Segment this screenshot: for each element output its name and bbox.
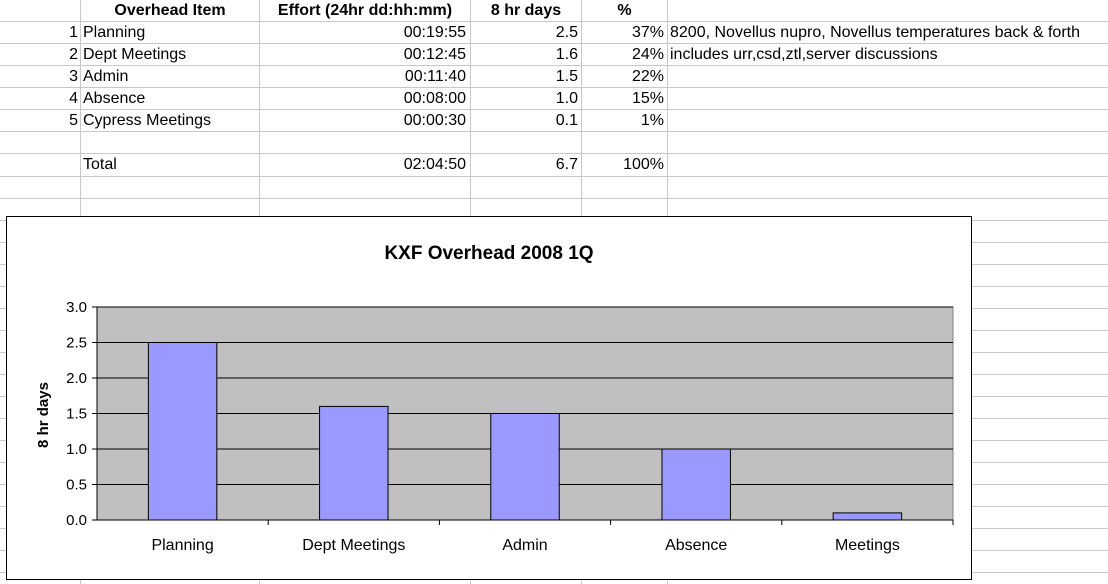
- cell-effort[interactable]: 00:19:55: [403, 24, 466, 41]
- y-tick-label: 2.5: [66, 335, 87, 352]
- row-number[interactable]: 5: [69, 112, 78, 129]
- cell-item[interactable]: Admin: [83, 68, 129, 85]
- cell-effort[interactable]: 00:08:00: [403, 90, 466, 107]
- x-category-label: Dept Meetings: [302, 537, 405, 554]
- header-percent[interactable]: %: [617, 2, 632, 19]
- grid-row-line: [0, 109, 1108, 110]
- cell-days[interactable]: 1.0: [555, 90, 578, 107]
- total-days[interactable]: 6.7: [555, 156, 578, 173]
- y-tick-label: 1.5: [66, 406, 87, 423]
- x-category-label: Meetings: [835, 537, 900, 554]
- grid-row-line: [0, 198, 1108, 199]
- cell-note[interactable]: 8200, Novellus nupro, Novellus temperatu…: [670, 24, 1080, 41]
- cell-effort[interactable]: 00:11:40: [404, 68, 466, 85]
- grid-row-line: [0, 21, 1108, 22]
- cell-percent[interactable]: 15%: [631, 90, 664, 107]
- cell-days[interactable]: 0.1: [555, 112, 578, 129]
- cell-days[interactable]: 1.5: [555, 68, 578, 85]
- y-axis-label: 8 hr days: [35, 382, 52, 448]
- cell-percent[interactable]: 37%: [631, 24, 664, 41]
- cell-effort[interactable]: 00:12:45: [403, 46, 466, 63]
- cell-days[interactable]: 2.5: [555, 24, 578, 41]
- y-tick-label: 0.0: [66, 512, 87, 529]
- cell-note[interactable]: includes urr,csd,ztl,server discussions: [670, 46, 938, 63]
- bar-dept-meetings: [319, 405, 389, 521]
- row-number[interactable]: 1: [69, 24, 78, 41]
- y-tick-label: 1.0: [66, 441, 87, 458]
- cell-percent[interactable]: 1%: [640, 112, 664, 129]
- grid-row-line: [0, 176, 1108, 177]
- header-overhead-item[interactable]: Overhead Item: [114, 2, 226, 19]
- cell-percent[interactable]: 22%: [631, 68, 664, 85]
- grid-row-line: [0, 65, 1108, 66]
- header-effort[interactable]: Effort (24hr dd:hh:mm): [277, 2, 453, 19]
- bar-chart[interactable]: KXF Overhead 2008 1Q 8 hr days 0.0 0.5 1.0…: [6, 216, 972, 580]
- header-8hr-days[interactable]: 8 hr days: [490, 2, 562, 19]
- cell-item[interactable]: Dept Meetings: [83, 46, 187, 63]
- total-effort[interactable]: 02:04:50: [403, 156, 466, 173]
- bar-meetings: [832, 512, 903, 521]
- cell-effort[interactable]: 00:00:30: [403, 112, 466, 129]
- row-number[interactable]: 4: [69, 90, 78, 107]
- cell-percent[interactable]: 24%: [631, 46, 664, 63]
- y-tick-label: 3.0: [66, 299, 87, 316]
- cell-days[interactable]: 1.6: [555, 46, 578, 63]
- chart-title: KXF Overhead 2008 1Q: [384, 243, 593, 264]
- cell-item[interactable]: Planning: [83, 24, 146, 41]
- y-tick-label: 2.0: [66, 370, 87, 387]
- grid-row-line: [0, 43, 1108, 44]
- grid-row-line: [0, 87, 1108, 88]
- bar-planning: [147, 342, 218, 521]
- row-number[interactable]: 2: [69, 46, 78, 63]
- row-number[interactable]: 3: [69, 68, 78, 85]
- x-category-label: Admin: [502, 537, 547, 554]
- x-category-label: Absence: [665, 537, 727, 554]
- cell-item[interactable]: Cypress Meetings: [83, 112, 212, 129]
- bar-absence: [661, 448, 731, 521]
- y-tick-label: 0.5: [66, 477, 87, 494]
- chart-canvas: KXF Overhead 2008 1Q 8 hr days 0.0 0.5 1.0…: [35, 243, 954, 554]
- grid-row-line: [0, 131, 1108, 132]
- cell-item[interactable]: Absence: [83, 90, 146, 107]
- bar-admin: [490, 413, 560, 521]
- total-percent[interactable]: 100%: [623, 156, 664, 173]
- total-label[interactable]: Total: [83, 156, 117, 173]
- x-category-label: Planning: [151, 537, 213, 554]
- grid-row-line: [0, 153, 1108, 154]
